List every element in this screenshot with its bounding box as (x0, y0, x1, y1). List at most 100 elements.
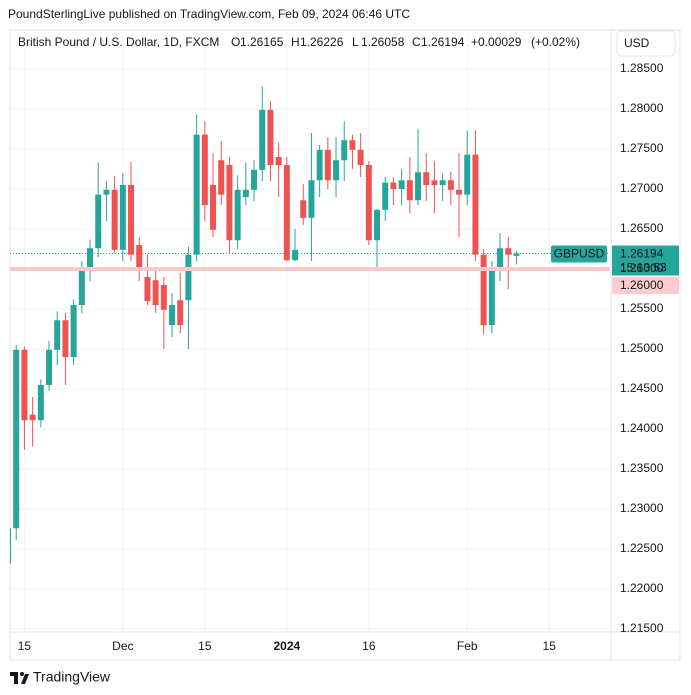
candle-body (398, 180, 405, 190)
change-percent: (+0.02%) (531, 35, 580, 49)
x-tick-label: 15 (198, 639, 212, 653)
candle-body (160, 285, 167, 310)
y-tick-label: 1.26000 (620, 261, 664, 275)
candle-body (308, 180, 315, 218)
brand-logo (10, 672, 29, 684)
x-tick-label: 2024 (273, 639, 300, 653)
candle-body (21, 349, 28, 421)
y-tick-label: 1.25500 (620, 301, 664, 315)
y-tick-label: 1.26500 (620, 221, 664, 235)
candle-body (406, 180, 413, 201)
candle-body (447, 180, 454, 190)
candle-body (497, 248, 504, 270)
ohlc-letter: O (231, 35, 240, 49)
chart-frame (9, 29, 681, 661)
y-tick-label: 1.22000 (620, 581, 664, 595)
x-tick-label: Dec (112, 639, 133, 653)
x-tick-label: Feb (457, 639, 478, 653)
logo-dot (20, 672, 24, 676)
candle-body (382, 182, 389, 210)
y-tick-label: 1.27000 (620, 181, 664, 195)
candle-body (201, 134, 208, 206)
candle-body (431, 180, 438, 186)
candle-body (505, 248, 512, 255)
last-price-box (612, 245, 679, 276)
brand-name: TradingView (33, 669, 111, 685)
candle-body (439, 180, 446, 186)
last-price-label: 1.26194 (620, 247, 664, 261)
candle-body (29, 414, 36, 421)
candle-body (251, 169, 258, 190)
candle-body (185, 254, 192, 301)
logo-mark (21, 674, 29, 684)
candle-body (300, 200, 307, 218)
ohlc-letter: L (352, 35, 359, 49)
ohlc-value: 1.26058 (361, 35, 405, 49)
candle-body (390, 182, 397, 190)
candle-body (259, 109, 266, 170)
candle-body (46, 349, 53, 386)
y-tick-label: 1.23000 (620, 501, 664, 515)
candle-body (275, 157, 282, 166)
publish-note: PoundSterlingLive published on TradingVi… (8, 7, 410, 21)
y-tick-label: 1.27500 (620, 141, 664, 155)
candle-body (464, 154, 471, 195)
candle-body (10, 528, 12, 564)
candle-body (234, 189, 241, 241)
price-line-label: 1.26000 (620, 278, 664, 292)
candle-body (62, 320, 69, 358)
candle-body (136, 245, 143, 270)
candle-body (349, 140, 356, 150)
header: British Pound / U.S. Dollar, 1D, FXCM (18, 35, 219, 49)
candle-body (95, 194, 102, 249)
candle-body (456, 189, 463, 195)
candle-body (152, 280, 159, 306)
y-tick-label: 1.24000 (620, 421, 664, 435)
candle-body (316, 149, 323, 181)
y-tick-label: 1.21500 (620, 621, 664, 635)
x-tick-label: 15 (543, 639, 557, 653)
candle-body (242, 189, 249, 198)
currency-label: USD (624, 36, 650, 50)
candle-body (365, 165, 372, 241)
candle-body (54, 320, 61, 350)
candle-body (341, 140, 348, 161)
candle-body (324, 149, 331, 181)
candle-body (111, 189, 118, 250)
candle-body (210, 185, 217, 230)
candle-body (87, 248, 94, 271)
candle-body (169, 305, 176, 326)
countdown-label: 15:13:53 (620, 261, 667, 275)
candle-body (119, 185, 126, 250)
y-tick-label: 1.28000 (620, 101, 664, 115)
candle-body (488, 269, 495, 326)
symbol-title: British Pound / U.S. Dollar, 1D, FXCM (18, 35, 219, 49)
candle-body (144, 277, 151, 302)
y-tick-label: 1.22500 (620, 541, 664, 555)
ohlc-letter: H (291, 35, 300, 49)
symbol-tag-label: GBPUSD (554, 247, 605, 261)
candle-body (177, 300, 184, 326)
candle-body (78, 270, 85, 306)
candle-body (193, 134, 200, 255)
candle-body (357, 149, 364, 166)
candle-body (267, 109, 274, 166)
candle-body (70, 305, 77, 358)
x-tick-label: 16 (362, 639, 376, 653)
x-tick-label: 15 (18, 639, 32, 653)
currency-button[interactable] (616, 30, 676, 57)
y-tick-label: 1.25000 (620, 341, 664, 355)
ohlc-letter: C (412, 35, 421, 49)
ohlc-value: 1.26165 (240, 35, 284, 49)
candle-body (218, 160, 225, 195)
candle-body (423, 172, 430, 186)
candle-body (13, 349, 20, 529)
candle-body (480, 254, 487, 326)
y-tick-label: 1.23500 (620, 461, 664, 475)
logo-mark (10, 672, 18, 684)
candle-body (283, 165, 290, 261)
price-line-box (612, 277, 679, 295)
symbol-tag (551, 245, 607, 263)
